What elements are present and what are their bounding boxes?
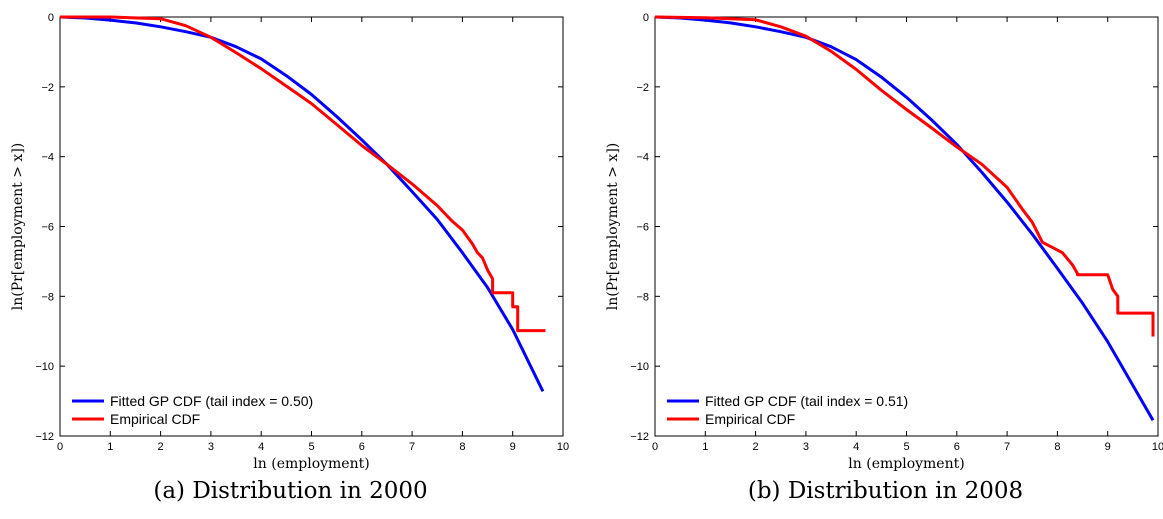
y-tick-label: 0: [643, 12, 649, 24]
y-tick-label: −10: [630, 361, 649, 373]
x-tick-label: 2: [158, 441, 164, 453]
x-tick-label: 4: [853, 441, 859, 453]
y-tick-label: −8: [636, 291, 649, 303]
y-tick-label: −4: [636, 152, 649, 164]
plot-area: [654, 16, 1159, 437]
chart-svg-b: 0 1 2 3 4 5 6 7 8 9 10 0 −2 −4 −6 −8 −10 −12 ln (employmen…: [605, 12, 1163, 472]
y-tick-label: −8: [41, 291, 54, 303]
chart-panel-a: 0 1 2 3 4 5 6 7 8 9 10 0 −2 −4 −6 −8 −10 −12 ln (employmen…: [0, 0, 581, 519]
x-tick-label: 7: [409, 441, 415, 453]
y-tick-label: 0: [48, 12, 54, 24]
empirical-cdf-line: [654, 15, 1155, 337]
x-tick-label: 10: [1152, 441, 1163, 453]
empirical-cdf-line: [60, 15, 546, 333]
y-tick-label: −6: [636, 222, 649, 234]
legend-label: Fitted GP CDF (tail index = 0.50): [110, 393, 313, 409]
legend-label: Fitted GP CDF (tail index = 0.51): [705, 393, 908, 409]
x-tick-label: 8: [1054, 441, 1060, 453]
chart-svg-a: 0 1 2 3 4 5 6 7 8 9 10 0 −2 −4 −6 −8 −10 −12 ln (employmen…: [10, 12, 569, 472]
x-tick-label: 3: [208, 441, 214, 453]
fitted-gp-cdf-line: [59, 15, 545, 392]
x-tick-label: 1: [107, 441, 113, 453]
x-tick-label: 5: [903, 441, 909, 453]
plot-area: [59, 16, 564, 437]
x-tick-label: 8: [459, 441, 465, 453]
x-tick-label: 0: [652, 441, 658, 453]
y-tick-label: −6: [41, 222, 54, 234]
y-tick-label: −4: [41, 152, 54, 164]
chart-panel-b: 0 1 2 3 4 5 6 7 8 9 10 0 −2 −4 −6 −8 −10 −12 ln (employmen…: [595, 0, 1163, 519]
x-tick-label: 9: [1105, 441, 1111, 453]
y-tick-label: −12: [630, 431, 649, 443]
x-tick-label: 7: [1004, 441, 1010, 453]
y-tick-label: −12: [35, 431, 54, 443]
x-tick-label: 3: [803, 441, 809, 453]
x-tick-label: 10: [557, 441, 569, 453]
legend-label: Empirical CDF: [705, 411, 795, 427]
chart-caption-a: (a) Distribution in 2000: [153, 478, 428, 504]
x-tick-label: 4: [258, 441, 264, 453]
y-tick-label: −10: [35, 361, 54, 373]
x-tick-label: 9: [510, 441, 516, 453]
x-tick-label: 1: [702, 441, 708, 453]
x-tick-label: 6: [359, 441, 365, 453]
x-axis-label: ln (employment): [848, 456, 964, 472]
x-tick-label: 6: [954, 441, 960, 453]
y-axis-label: ln(Pr[employment > x]): [10, 143, 26, 311]
y-tick-label: −2: [636, 82, 649, 94]
legend-label: Empirical CDF: [110, 411, 200, 427]
y-tick-label: −2: [41, 82, 54, 94]
x-tick-label: 5: [308, 441, 314, 453]
y-axis-label: ln(Pr[employment > x]): [605, 143, 621, 311]
fitted-gp-cdf-line: [654, 15, 1155, 422]
x-tick-label: 0: [57, 441, 63, 453]
chart-caption-b: (b) Distribution in 2008: [747, 478, 1024, 504]
x-axis-label: ln (employment): [253, 456, 369, 472]
x-tick-label: 2: [753, 441, 759, 453]
